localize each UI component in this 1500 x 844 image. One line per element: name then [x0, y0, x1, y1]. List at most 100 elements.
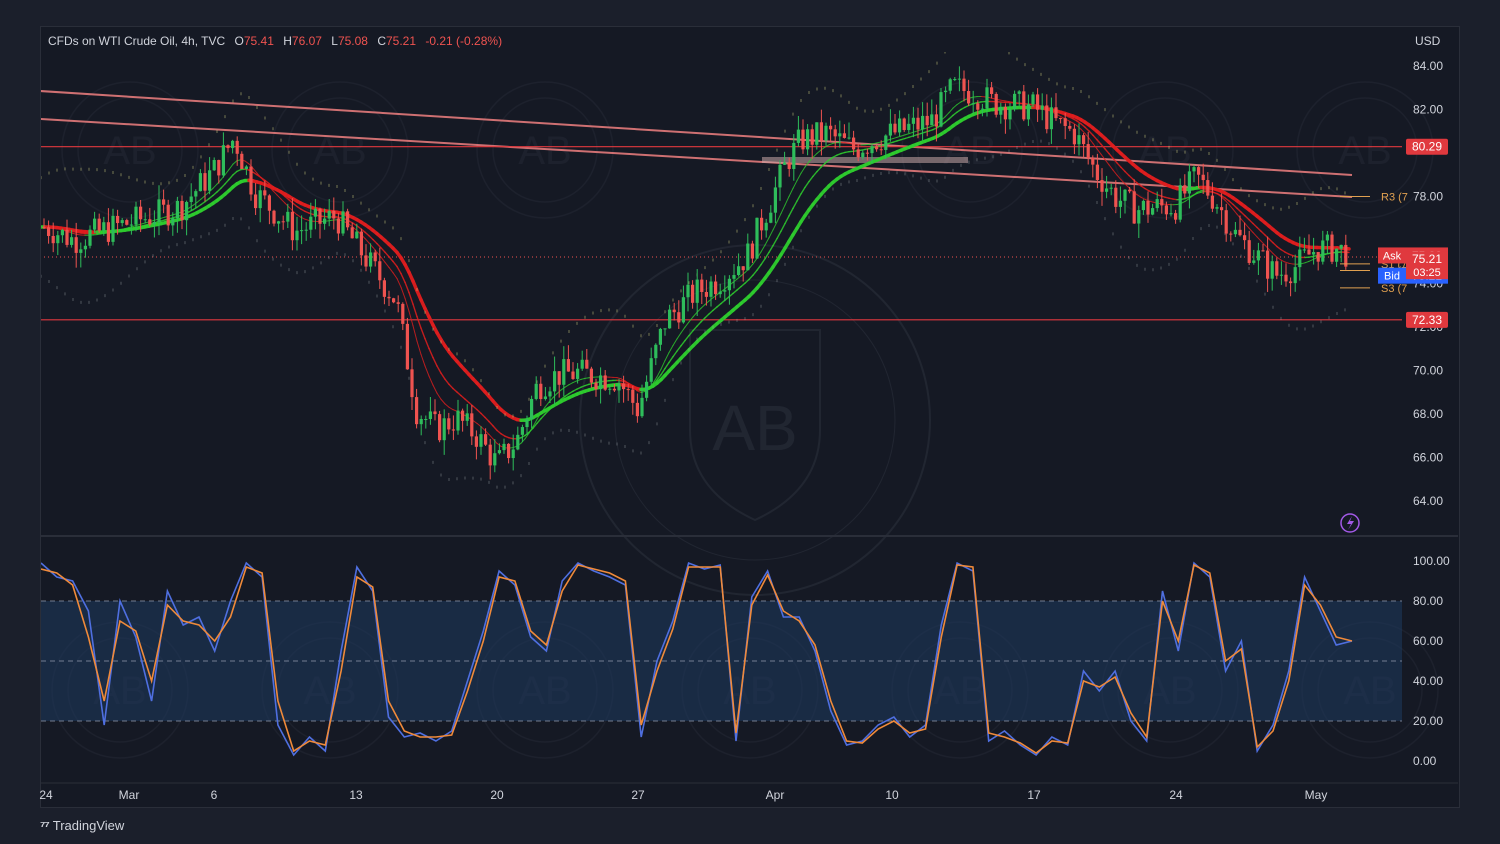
candle-body[interactable]: [893, 123, 897, 133]
candle-body[interactable]: [1325, 234, 1329, 241]
candle-body[interactable]: [221, 145, 225, 176]
candle-body[interactable]: [824, 125, 828, 141]
candle-body[interactable]: [1054, 107, 1058, 119]
candle-body[interactable]: [1247, 240, 1251, 263]
candle-body[interactable]: [295, 230, 299, 241]
candle-body[interactable]: [148, 219, 152, 225]
candle-body[interactable]: [438, 414, 442, 441]
candle-body[interactable]: [1026, 104, 1030, 120]
candle-body[interactable]: [1256, 250, 1260, 261]
candle-body[interactable]: [1003, 106, 1007, 120]
candle-body[interactable]: [548, 391, 552, 397]
candle-body[interactable]: [350, 227, 354, 239]
candle-body[interactable]: [79, 249, 83, 253]
candle-body[interactable]: [497, 450, 501, 454]
candle-body[interactable]: [1151, 208, 1155, 215]
candle-body[interactable]: [902, 118, 906, 131]
candle-body[interactable]: [1036, 94, 1040, 110]
candle-body[interactable]: [106, 222, 110, 242]
candle-body[interactable]: [1302, 249, 1306, 251]
candle-body[interactable]: [231, 140, 235, 149]
candle-body[interactable]: [967, 91, 971, 104]
candle-body[interactable]: [451, 429, 455, 431]
candle-body[interactable]: [934, 114, 938, 127]
candle-body[interactable]: [1339, 244, 1343, 249]
candle-body[interactable]: [382, 280, 386, 297]
candle-body[interactable]: [870, 146, 874, 154]
oscillator-axis[interactable]: 100.00 80.00 60.00 40.00 20.00 0.00: [1413, 554, 1450, 768]
candle-body[interactable]: [792, 142, 796, 169]
candle-body[interactable]: [166, 204, 170, 226]
candle-body[interactable]: [249, 166, 253, 195]
candle-body[interactable]: [244, 166, 248, 169]
candle-body[interactable]: [428, 411, 432, 419]
candle-body[interactable]: [990, 87, 994, 94]
candle-body[interactable]: [980, 108, 984, 110]
candle-body[interactable]: [240, 153, 244, 169]
candle-body[interactable]: [355, 231, 359, 239]
candle-body[interactable]: [1197, 167, 1201, 175]
candle-body[interactable]: [999, 106, 1003, 115]
candle-body[interactable]: [1178, 185, 1182, 220]
candle-body[interactable]: [819, 122, 823, 141]
oscillator-pane[interactable]: [41, 561, 1404, 757]
candle-body[interactable]: [1187, 171, 1191, 194]
candle-body[interactable]: [300, 230, 304, 232]
candle-body[interactable]: [677, 312, 681, 323]
candle-body[interactable]: [557, 371, 561, 385]
candle-body[interactable]: [1183, 185, 1187, 194]
candle-body[interactable]: [1238, 229, 1242, 236]
candle-body[interactable]: [341, 211, 345, 234]
candle-body[interactable]: [392, 298, 396, 303]
candle-body[interactable]: [1215, 207, 1219, 209]
candle-body[interactable]: [401, 303, 405, 324]
candle-body[interactable]: [631, 389, 635, 403]
candle-body[interactable]: [1045, 105, 1049, 130]
candle-body[interactable]: [1100, 179, 1104, 192]
candle-body[interactable]: [1298, 249, 1302, 268]
candle-body[interactable]: [727, 278, 731, 291]
candle-body[interactable]: [801, 129, 805, 150]
candle-body[interactable]: [1252, 260, 1256, 263]
candle-series[interactable]: [42, 66, 1348, 480]
candle-body[interactable]: [566, 359, 570, 372]
candle-body[interactable]: [534, 383, 538, 399]
candle-body[interactable]: [70, 237, 74, 245]
candle-body[interactable]: [336, 218, 340, 234]
candle-body[interactable]: [1174, 213, 1178, 220]
candle-body[interactable]: [971, 103, 975, 105]
candle-body[interactable]: [1031, 94, 1035, 105]
candle-body[interactable]: [1224, 210, 1228, 234]
candle-body[interactable]: [139, 206, 143, 220]
candle-body[interactable]: [1105, 188, 1109, 192]
candle-body[interactable]: [1279, 274, 1283, 276]
time-axis[interactable]: 24 Mar 6 13 20 27 Apr 10 17 24 May: [39, 788, 1327, 802]
candle-body[interactable]: [189, 196, 193, 202]
candle-body[interactable]: [1082, 135, 1086, 145]
candle-body[interactable]: [1275, 261, 1279, 276]
candle-body[interactable]: [419, 419, 423, 425]
candle-body[interactable]: [470, 413, 474, 437]
candle-body[interactable]: [1137, 210, 1141, 224]
candle-body[interactable]: [686, 284, 690, 298]
candle-body[interactable]: [645, 381, 649, 398]
candle-body[interactable]: [907, 123, 911, 131]
candle-body[interactable]: [612, 388, 616, 391]
candle-body[interactable]: [277, 221, 281, 224]
candle-body[interactable]: [594, 382, 598, 390]
candle-body[interactable]: [42, 226, 46, 228]
candle-body[interactable]: [267, 195, 271, 211]
candle-body[interactable]: [921, 115, 925, 130]
candle-body[interactable]: [97, 218, 101, 231]
candle-body[interactable]: [369, 252, 373, 267]
candle-body[interactable]: [1095, 164, 1099, 180]
candle-body[interactable]: [543, 396, 547, 400]
candle-body[interactable]: [953, 79, 957, 81]
candle-body[interactable]: [875, 146, 879, 150]
candle-body[interactable]: [530, 398, 534, 420]
candle-body[interactable]: [175, 200, 179, 219]
candle-body[interactable]: [957, 78, 961, 80]
candle-body[interactable]: [640, 397, 644, 417]
candle-body[interactable]: [488, 444, 492, 466]
